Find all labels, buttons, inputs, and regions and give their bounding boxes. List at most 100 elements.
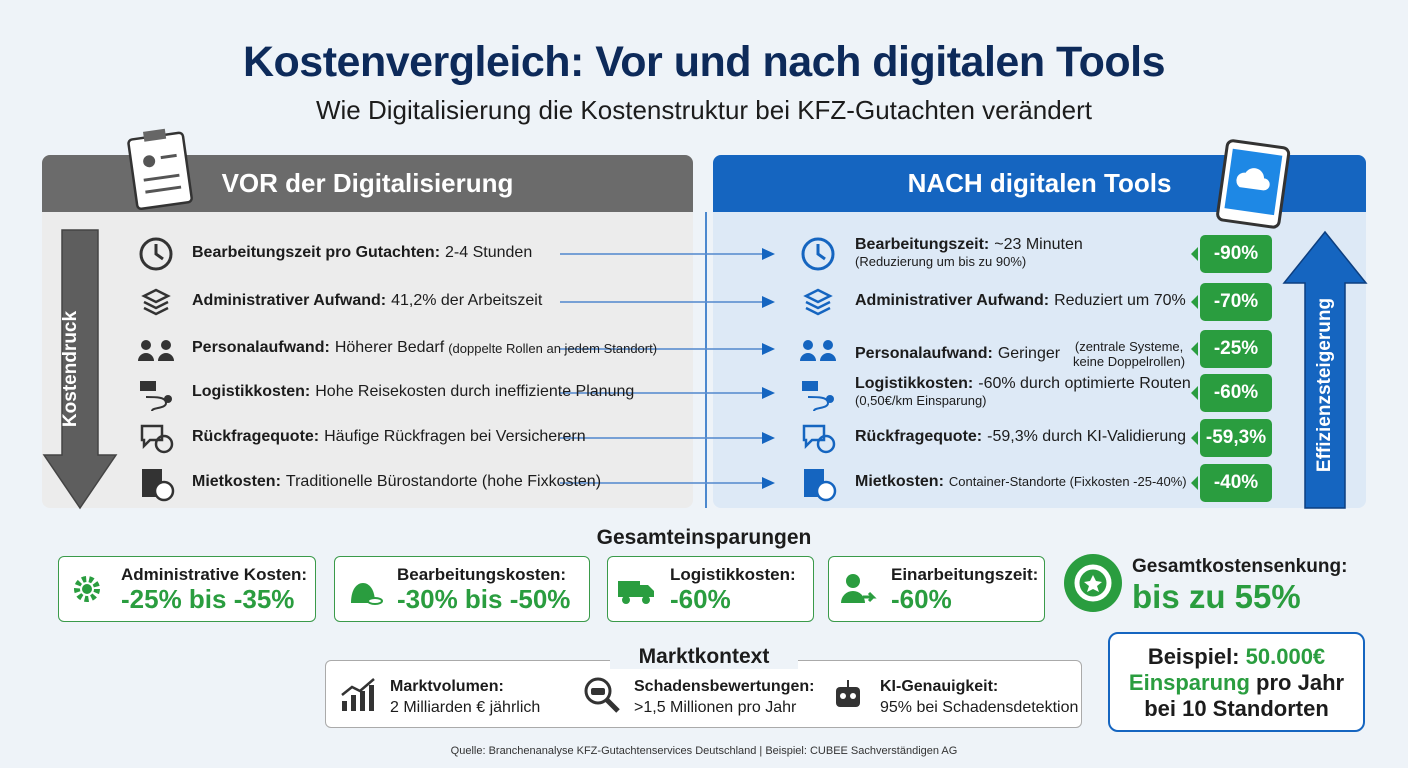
badge: -90% xyxy=(1191,235,1272,273)
badge: -70% xyxy=(1191,283,1272,321)
saving-value: -25% bis -35% xyxy=(121,584,295,614)
example-box: Beispiel: 50.000€ Einsparung pro Jahr be… xyxy=(1108,632,1365,732)
row-text: Geringer xyxy=(997,345,1061,362)
row-label: Mietkosten: xyxy=(855,473,944,490)
icon xyxy=(351,583,383,605)
row-label: Rückfragequote: xyxy=(192,428,320,445)
row-label: Bearbeitungszeit pro Gutachten: xyxy=(192,244,441,261)
icon xyxy=(841,574,877,603)
source: Quelle: Branchenanalyse KFZ-Gutachtenser… xyxy=(450,745,958,757)
row-label: Personalaufwand: xyxy=(192,339,330,356)
icon xyxy=(803,288,833,316)
icon xyxy=(802,424,836,454)
after-row: Personalaufwand: Geringer (zentrale System… xyxy=(855,339,1194,369)
row-text: Traditionelle Bürostandorte (hohe Fixkos… xyxy=(285,473,602,490)
before-row: Rückfragequote: Häufige Rückfragen bei Ve… xyxy=(192,428,586,446)
row-text: ~23 Minuten xyxy=(994,236,1083,253)
example-text: pro Jahr xyxy=(1256,670,1345,695)
icon xyxy=(140,424,174,454)
market-text: >1,5 Millionen pro Jahr xyxy=(634,699,797,716)
before-row: Administrativer Aufwand: 41,2% der Arbeit… xyxy=(192,292,542,310)
saving-box: Bearbeitungskosten: -30% bis -50% xyxy=(334,556,590,622)
after-row: Logistikkosten: -60% durch optimierte Rou… xyxy=(855,375,1191,408)
saving-label: Administrative Kosten: xyxy=(121,565,308,584)
icon xyxy=(802,381,834,412)
row-label: Personalaufwand: xyxy=(855,345,993,362)
row-label: Bearbeitungszeit: xyxy=(855,236,990,253)
row-text: Höherer Bedarf xyxy=(334,339,445,356)
icon xyxy=(142,469,175,502)
after-row: Administrativer Aufwand: Reduziert um 70% xyxy=(855,292,1186,310)
saving-value: -30% bis -50% xyxy=(397,584,571,614)
row-label: Administrativer Aufwand: xyxy=(192,292,387,309)
example-text: bei 10 Standorten xyxy=(1144,696,1329,721)
before-row: Mietkosten: Traditionelle Bürostandorte (… xyxy=(192,473,601,491)
icon xyxy=(141,288,171,316)
after-row: Mietkosten: Container-Standorte (Fixkoste… xyxy=(855,473,1187,491)
row-label: Logistikkosten: xyxy=(192,383,311,400)
market-text: 2 Milliarden € jährlich xyxy=(390,699,541,716)
icon xyxy=(139,237,173,271)
icon xyxy=(138,340,174,361)
after-row: Bearbeitungszeit: ~23 Minuten (Reduzierung… xyxy=(855,236,1083,269)
row-text: Reduziert um 70% xyxy=(1054,292,1186,309)
row-label: Logistikkosten: xyxy=(855,375,974,392)
badge: -60% xyxy=(1191,374,1272,412)
before-row: Bearbeitungszeit pro Gutachten: 2-4 Stund… xyxy=(192,244,532,262)
row-text: -60% durch optimierte Routen xyxy=(978,375,1191,392)
market-label: Marktvolumen: xyxy=(390,678,504,695)
saving-value: -60% xyxy=(891,584,952,614)
saving-label: Einarbeitungszeit: xyxy=(891,565,1039,584)
after-arrow-label: Effizienzsteigerung xyxy=(1314,297,1335,473)
market-text: 95% bei Schadensdetektion xyxy=(880,699,1079,716)
total-value: bis zu 55% xyxy=(1132,578,1301,615)
icon xyxy=(804,469,837,502)
saving-value: -60% xyxy=(670,584,731,614)
badge: -25% xyxy=(1191,330,1272,368)
before-row: Personalaufwand: Höherer Bedarf (doppelte … xyxy=(192,339,657,357)
title: Kostenvergleich: Vor und nach digitalen … xyxy=(242,38,1166,86)
row-text: 41,2% der Arbeitszeit xyxy=(391,292,543,309)
icon xyxy=(618,581,654,604)
row-label: Mietkosten: xyxy=(192,473,281,490)
row-text: -59,3% durch KI-Validierung xyxy=(987,428,1187,445)
icon xyxy=(140,381,172,412)
before-arrow-label: Kostendruck xyxy=(60,310,81,428)
saving-box: Logistikkosten: -60% xyxy=(607,556,814,622)
badge: -40% xyxy=(1191,464,1272,502)
saving-box: Einarbeitungszeit: -60% xyxy=(828,556,1045,622)
market-label: Schadensbewertungen: xyxy=(634,678,815,695)
saving-box: Administrative Kosten: -25% bis -35% xyxy=(58,556,316,622)
icon xyxy=(584,677,620,713)
subtitle: Wie Digitalisierung die Kostenstruktur b… xyxy=(315,95,1092,125)
before-panel: VOR der Digitalisierung xyxy=(42,155,693,508)
total-label: Gesamtkostensenkung: xyxy=(1132,556,1348,577)
example-text: Einsparung xyxy=(1128,670,1250,695)
savings-title: Gesamteinsparungen xyxy=(596,526,812,549)
example-text: Beispiel: xyxy=(1147,644,1240,669)
icon xyxy=(801,237,835,271)
market-item: Schadensbewertungen: >1,5 Millionen pro J… xyxy=(634,676,814,718)
market-label: KI-Genauigkeit: xyxy=(880,678,999,695)
row-note: (0,50€/km Einsparung) xyxy=(855,393,987,408)
example-text: 50.000€ xyxy=(1245,644,1326,669)
after-row: Rückfragequote: -59,3% durch KI-Validieru… xyxy=(855,428,1186,446)
saving-label: Logistikkosten: xyxy=(670,565,796,584)
row-text: Container-Standorte (Fixkosten -25-40%) xyxy=(948,474,1187,489)
saving-label: Bearbeitungskosten: xyxy=(397,565,567,584)
market-item: KI-Genauigkeit: 95% bei Schadensdetektion xyxy=(880,676,1078,718)
row-note: (zentrale Systeme, keine Doppelrollen) xyxy=(1073,339,1186,369)
row-text: Hohe Reisekosten durch ineffiziente Plan… xyxy=(315,383,635,400)
icon xyxy=(341,678,375,711)
total-icon xyxy=(1064,554,1122,612)
row-label: Rückfragequote: xyxy=(855,428,983,445)
badge: -59,3% xyxy=(1191,419,1272,457)
before-row: Logistikkosten: Hohe Reisekosten durch in… xyxy=(192,383,634,401)
icon xyxy=(800,340,836,361)
row-note: (doppelte Rollen an jedem Standort) xyxy=(448,340,658,356)
market-title: Marktkontext xyxy=(610,645,798,669)
row-note: (Reduzierung um bis zu 90%) xyxy=(855,254,1027,269)
market-item: Marktvolumen: 2 Milliarden € jährlich xyxy=(390,676,540,718)
